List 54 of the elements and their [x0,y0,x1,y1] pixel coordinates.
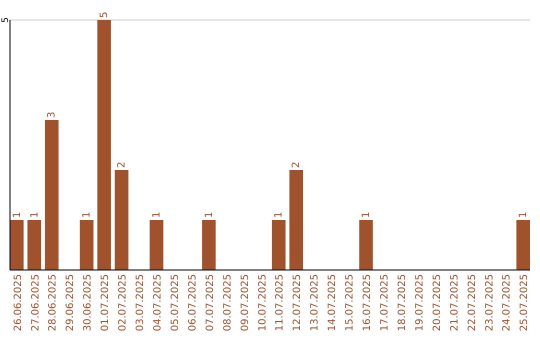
data-label: 1 [12,212,23,218]
data-label: 3 [46,112,58,118]
x-tick-label: 05.07.2025 [170,274,181,332]
x-tick-label: 09.07.2025 [240,274,251,332]
bar [97,20,111,270]
x-tick-label: 02.07.2025 [118,274,129,332]
x-tick-label: 15.07.2025 [344,274,356,332]
x-tick-label: 27.06.2025 [30,274,42,332]
x-tick-label: 01.07.2025 [100,274,112,332]
x-tick-label: 03.07.2025 [135,274,146,332]
data-label: 1 [361,212,372,218]
bar [114,170,128,270]
x-tick-label: 04.07.2025 [152,274,164,332]
x-tick-label: 26.06.2025 [12,274,24,332]
x-tick-label: 10.07.2025 [257,274,268,332]
data-label: 1 [29,212,40,218]
data-label: 1 [274,212,285,218]
bar [27,220,42,270]
data-label: 2 [291,162,302,168]
bar [202,220,216,270]
x-tick-label: 23.07.2025 [484,274,496,332]
bar [10,220,24,270]
x-tick-label: 22.07.2025 [466,274,478,332]
x-tick-label: 13.07.2025 [310,274,321,332]
x-tick-label: 14.07.2025 [327,274,338,332]
bar [359,220,373,270]
bar [272,220,286,270]
x-tick-label: 20.07.2025 [432,274,443,332]
data-label: 1 [518,212,530,218]
data-label: 1 [204,212,215,218]
x-tick-label: 25.07.2025 [519,274,530,332]
x-tick-label: 11.07.2025 [274,274,286,332]
x-tick-label: 07.07.2025 [204,274,216,332]
x-tick-label: 08.07.2025 [222,274,234,332]
x-tick-label: 17.07.2025 [380,274,390,332]
data-label: 5 [99,12,110,18]
x-tick-label: 06.07.2025 [187,274,198,332]
bar [80,220,94,270]
x-tick-label: 30.06.2025 [82,274,94,332]
x-tick-label: 19.07.2025 [414,274,426,332]
x-tick-label: 29.06.2025 [65,274,76,332]
x-tick-label: 28.06.2025 [48,274,59,332]
data-label: 1 [82,212,93,218]
x-tick-label: 24.07.2025 [502,274,513,332]
x-tick-label: 16.07.2025 [362,274,374,332]
x-tick-label: 21.07.2025 [449,274,460,332]
bar [44,120,59,270]
data-label: 1 [152,212,162,218]
bar [289,170,303,270]
x-tick-label: 18.07.2025 [396,274,408,332]
bar [516,220,530,270]
x-tick-label: 12.07.2025 [292,274,304,332]
data-label: 2 [116,162,128,168]
bar [150,220,164,270]
